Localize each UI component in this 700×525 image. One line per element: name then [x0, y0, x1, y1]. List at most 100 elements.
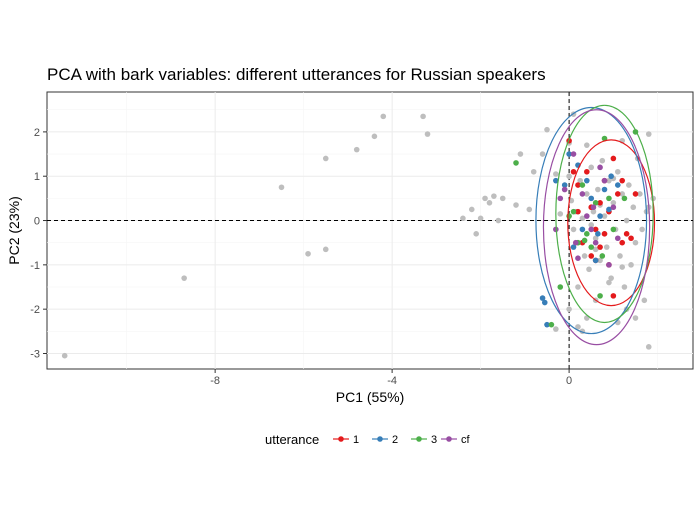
point-utterance-cf	[579, 191, 586, 197]
background-point	[595, 186, 601, 193]
point-utterance-2	[541, 299, 548, 306]
point-utterance-1	[597, 244, 603, 250]
background-point	[597, 257, 603, 264]
background-point	[619, 191, 626, 197]
point-utterance-3	[557, 284, 564, 290]
legend-label: 3	[431, 434, 437, 446]
background-point	[473, 231, 479, 237]
series-cf-points	[553, 151, 621, 268]
confidence-ellipses	[535, 104, 656, 346]
ellipse-utterance-3	[555, 104, 654, 324]
point-utterance-1	[619, 239, 626, 246]
background-point	[460, 215, 466, 222]
background-point	[579, 215, 586, 222]
point-utterance-2	[561, 182, 568, 188]
point-utterance-1	[610, 293, 617, 299]
background-point	[526, 206, 533, 213]
background-point	[592, 235, 599, 242]
x-axis-title: PC1 (55%)	[336, 389, 404, 405]
background-point	[599, 157, 606, 164]
point-utterance-1	[592, 226, 599, 233]
y-tick-label: -3	[30, 348, 40, 360]
background-point	[581, 253, 588, 259]
background-point	[606, 177, 612, 184]
background-point	[322, 246, 329, 253]
point-utterance-1	[623, 231, 630, 237]
background-point	[645, 131, 652, 137]
point-utterance-3	[548, 321, 555, 328]
point-utterance-1	[575, 182, 581, 188]
legend-key-point	[377, 436, 383, 442]
point-utterance-1	[597, 200, 603, 206]
background-point	[628, 262, 634, 268]
point-utterance-2	[588, 195, 595, 202]
point-utterance-1	[619, 177, 626, 184]
background-point	[630, 204, 637, 211]
point-utterance-1	[570, 168, 577, 175]
point-utterance-3	[610, 226, 617, 233]
point-utterance-3	[579, 182, 586, 188]
point-utterance-3	[584, 231, 590, 237]
point-utterance-1	[588, 253, 595, 259]
x-tick-label: -8	[210, 375, 220, 387]
point-utterance-2	[608, 173, 614, 180]
point-utterance-cf	[570, 151, 577, 157]
background-point	[592, 246, 599, 253]
background-point	[566, 306, 572, 312]
y-tick-label: 2	[34, 127, 40, 139]
background-point	[637, 191, 643, 197]
point-utterance-cf	[614, 235, 621, 242]
point-utterance-cf	[557, 195, 564, 202]
point-utterance-1	[575, 208, 581, 215]
point-utterance-1	[632, 191, 639, 197]
background-point	[482, 195, 488, 202]
background-point	[380, 113, 387, 120]
point-utterance-cf	[601, 177, 608, 184]
background-point	[570, 226, 577, 233]
x-tick-label: 0	[566, 375, 572, 387]
plot-panel	[46, 91, 694, 370]
y-tick-label: -1	[30, 260, 40, 272]
point-utterance-cf	[584, 213, 590, 219]
background-point	[468, 206, 475, 213]
point-utterance-1	[614, 191, 621, 197]
background-point	[577, 177, 583, 184]
background-point	[623, 217, 630, 224]
point-utterance-3	[581, 237, 588, 244]
y-tick-label: 1	[34, 171, 40, 183]
background-point	[486, 200, 493, 206]
background-point	[305, 250, 311, 257]
point-utterance-3	[570, 208, 577, 215]
point-utterance-1	[584, 168, 590, 175]
background-point	[617, 253, 623, 259]
background-point	[619, 264, 626, 270]
point-utterance-1	[610, 155, 617, 162]
background-point	[584, 142, 590, 148]
legend-key-2: 2	[372, 434, 398, 446]
legend: utterance 1 2 3 cf	[265, 432, 471, 447]
point-utterance-3	[621, 195, 628, 202]
legend-key-1: 1	[333, 434, 359, 446]
legend-key-3: 3	[411, 434, 437, 446]
background-point	[575, 324, 581, 330]
background-point	[608, 275, 614, 281]
legend-key-point	[338, 436, 344, 442]
background-point	[588, 164, 595, 171]
point-utterance-2	[566, 151, 572, 157]
background-point	[603, 244, 610, 250]
point-utterance-2	[592, 257, 599, 264]
background-point	[371, 133, 378, 140]
background-point	[278, 184, 285, 191]
ellipse-utterance-2	[535, 106, 648, 335]
background-point	[586, 266, 592, 273]
background-point	[645, 344, 652, 350]
point-utterance-3	[566, 213, 572, 219]
x-axis-ticks: -8 -4 0	[210, 369, 572, 387]
background-point	[477, 215, 484, 222]
background-point	[621, 284, 628, 290]
point-utterance-2	[579, 226, 586, 233]
point-utterance-3	[597, 293, 603, 299]
x-tick-label: -4	[387, 375, 397, 387]
y-axis-ticks: -3 -2 -1 0 1 2	[30, 127, 47, 360]
point-utterance-cf	[590, 204, 597, 211]
